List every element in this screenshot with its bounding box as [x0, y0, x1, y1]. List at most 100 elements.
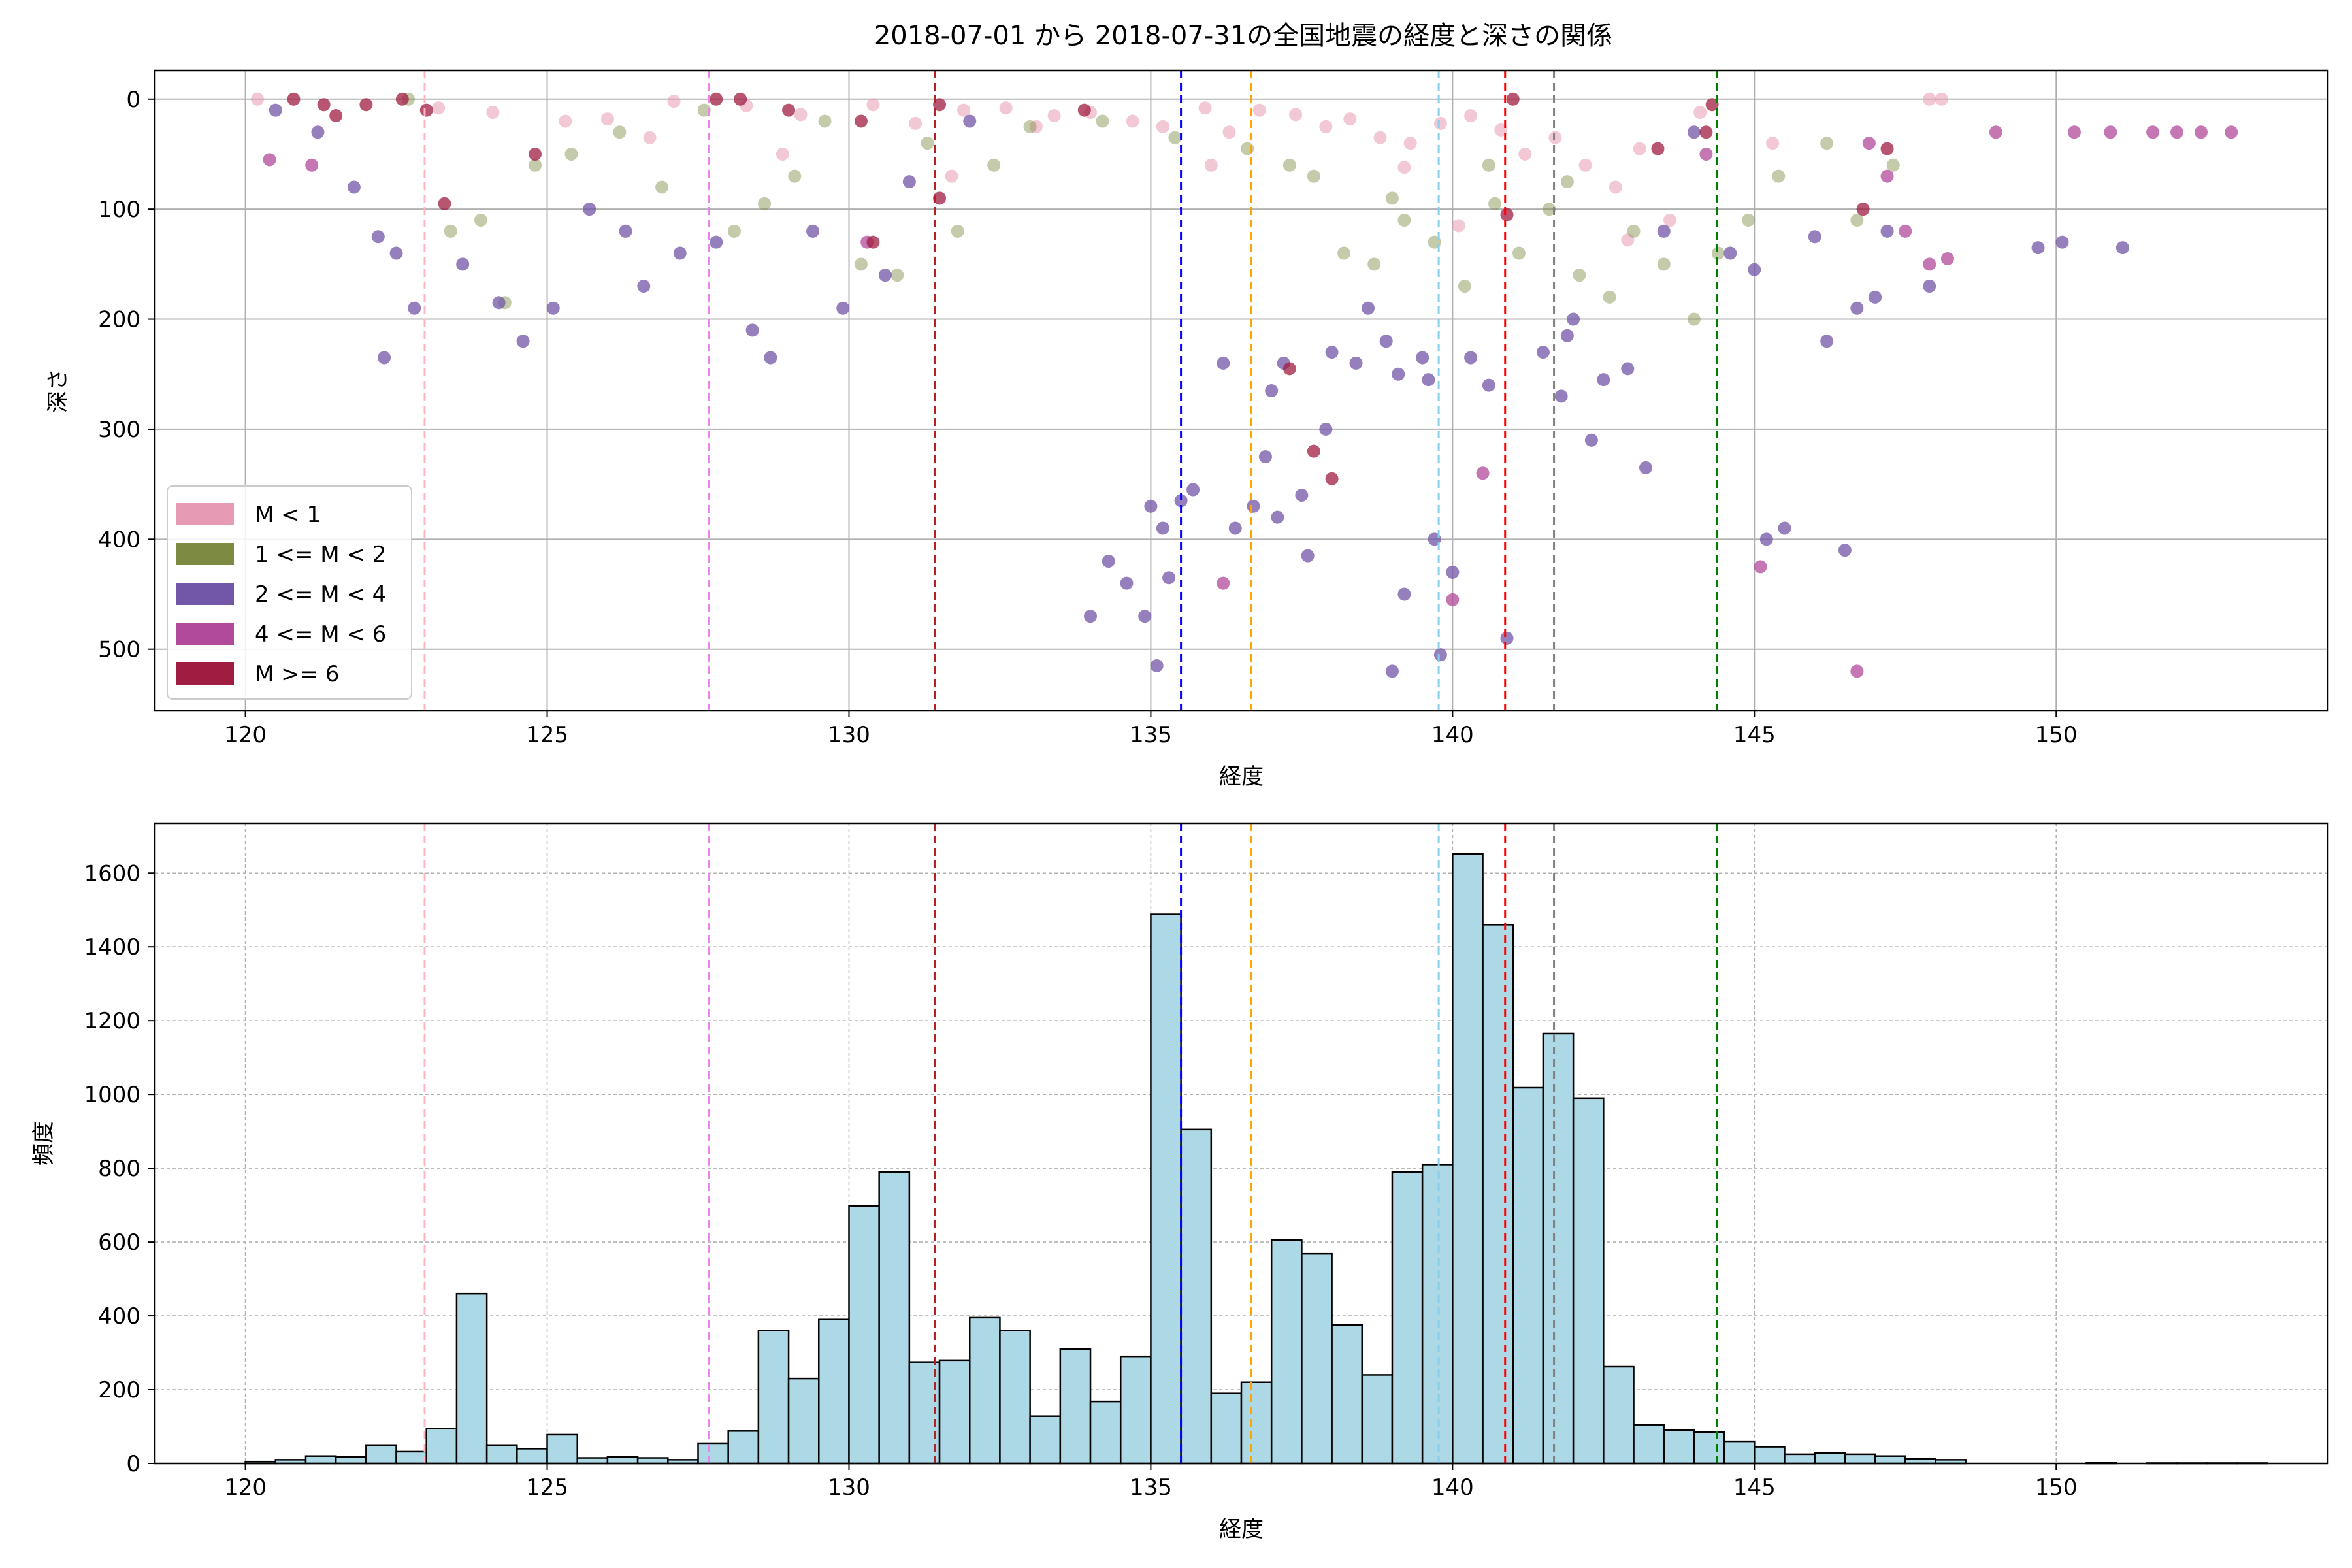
- scatter-point: [1699, 125, 1712, 139]
- histogram-bar: [1000, 1331, 1030, 1463]
- scatter-point: [1887, 159, 1900, 172]
- scatter-point: [909, 117, 922, 130]
- scatter-point: [1869, 291, 1882, 304]
- scatter-point: [1386, 664, 1399, 678]
- scatter-point: [1162, 571, 1175, 584]
- scatter-point: [1712, 247, 1725, 260]
- scatter-point: [1048, 109, 1061, 122]
- scatter-point: [1561, 329, 1574, 342]
- histogram-bar: [1724, 1441, 1754, 1463]
- legend-label: 1 <= M < 2: [255, 542, 386, 568]
- scatter-point: [372, 230, 385, 243]
- scatter-point: [1693, 106, 1707, 119]
- scatter-point: [1319, 423, 1332, 436]
- scatter-point: [559, 114, 572, 127]
- scatter-point: [794, 108, 808, 121]
- histogram-bar: [1422, 1164, 1452, 1463]
- scatter-point: [263, 153, 276, 166]
- y-tick-label: 400: [98, 1303, 140, 1330]
- x-tick-label: 145: [1733, 1475, 1776, 1501]
- scatter-point: [1941, 252, 1954, 265]
- legend-swatch: [176, 543, 234, 565]
- scatter-point: [396, 93, 409, 106]
- scatter-point: [1199, 101, 1212, 114]
- y-tick-label: 1400: [84, 934, 140, 960]
- scatter-point: [866, 98, 879, 111]
- histogram-bar: [1815, 1453, 1845, 1463]
- scatter-point: [408, 302, 421, 315]
- scatter-point: [758, 197, 771, 210]
- scatter-point: [866, 236, 879, 249]
- scatter-point: [951, 225, 964, 238]
- scatter-point: [1223, 125, 1236, 139]
- histogram-bar: [1181, 1130, 1211, 1463]
- scatter-point: [359, 98, 372, 111]
- scatter-point: [1458, 280, 1471, 293]
- histogram-bar: [578, 1458, 608, 1463]
- scatter-point: [1343, 112, 1356, 125]
- scatter-point: [1651, 142, 1664, 155]
- histogram-bar: [1271, 1240, 1301, 1463]
- scatter-point: [1881, 225, 1894, 238]
- scatter-point: [1144, 500, 1157, 513]
- scatter-point: [1205, 159, 1218, 172]
- y-tick-label: 500: [98, 637, 140, 663]
- scatter-point: [1434, 117, 1447, 130]
- scatter-point: [1935, 93, 1948, 106]
- scatter-point: [806, 225, 819, 238]
- scatter-point: [1548, 131, 1561, 144]
- histogram-bar: [1120, 1356, 1151, 1463]
- scatter-point: [957, 104, 970, 117]
- scatter-point: [1633, 142, 1646, 155]
- y-tick-label: 300: [98, 417, 140, 443]
- scatter-point: [564, 148, 578, 161]
- histogram-bar: [397, 1452, 427, 1463]
- histogram-bar: [1543, 1034, 1573, 1463]
- scatter-point: [1217, 577, 1230, 590]
- scatter-point: [1477, 466, 1490, 480]
- scatter-point: [1084, 610, 1097, 623]
- scatter-point: [1585, 434, 1598, 447]
- scatter-point: [728, 225, 741, 238]
- scatter-point: [1639, 461, 1652, 474]
- scatter-point: [1621, 362, 1634, 375]
- scatter-point: [1857, 203, 1870, 216]
- scatter-point: [987, 159, 1000, 172]
- scatter-point: [1397, 588, 1411, 601]
- scatter-point: [474, 214, 487, 227]
- scatter-point: [1518, 148, 1531, 161]
- histogram-bar: [1090, 1401, 1120, 1463]
- histogram-bar: [970, 1318, 1000, 1463]
- scatter-point: [1989, 125, 2002, 139]
- figure: 2018-07-01 から 2018-07-31の全国地震の経度と深さの関係 1…: [0, 0, 2352, 1568]
- scatter-point: [493, 296, 506, 309]
- scatter-point: [1446, 593, 1459, 606]
- scatter-point: [1561, 175, 1574, 188]
- histogram-bar: [427, 1428, 457, 1463]
- x-tick-label: 125: [526, 722, 568, 748]
- scatter-point: [746, 323, 759, 336]
- scatter-point: [390, 247, 403, 260]
- histogram-bar: [1060, 1349, 1090, 1463]
- scatter-point: [1307, 445, 1320, 458]
- scatter-point: [879, 269, 892, 282]
- histogram-bar: [1875, 1456, 1905, 1463]
- histogram-bar: [608, 1457, 638, 1463]
- scatter-point: [836, 302, 849, 315]
- scatter-point: [1573, 269, 1586, 282]
- histogram-bar: [638, 1458, 668, 1463]
- scatter-point: [1597, 373, 1610, 386]
- scatter-point: [1754, 560, 1767, 573]
- scatter-point: [1156, 521, 1169, 534]
- scatter-point: [1537, 346, 1550, 359]
- legend-swatch: [176, 623, 234, 645]
- histogram-bar: [1452, 854, 1482, 1463]
- scatter-point: [1923, 280, 1936, 293]
- scatter-point: [819, 114, 832, 127]
- histogram-bar: [1634, 1425, 1664, 1463]
- histogram-bar: [1754, 1447, 1784, 1463]
- scatter-point: [710, 93, 723, 106]
- legend-label: M >= 6: [255, 661, 340, 687]
- scatter-point: [1627, 225, 1641, 238]
- scatter-point: [1253, 104, 1266, 117]
